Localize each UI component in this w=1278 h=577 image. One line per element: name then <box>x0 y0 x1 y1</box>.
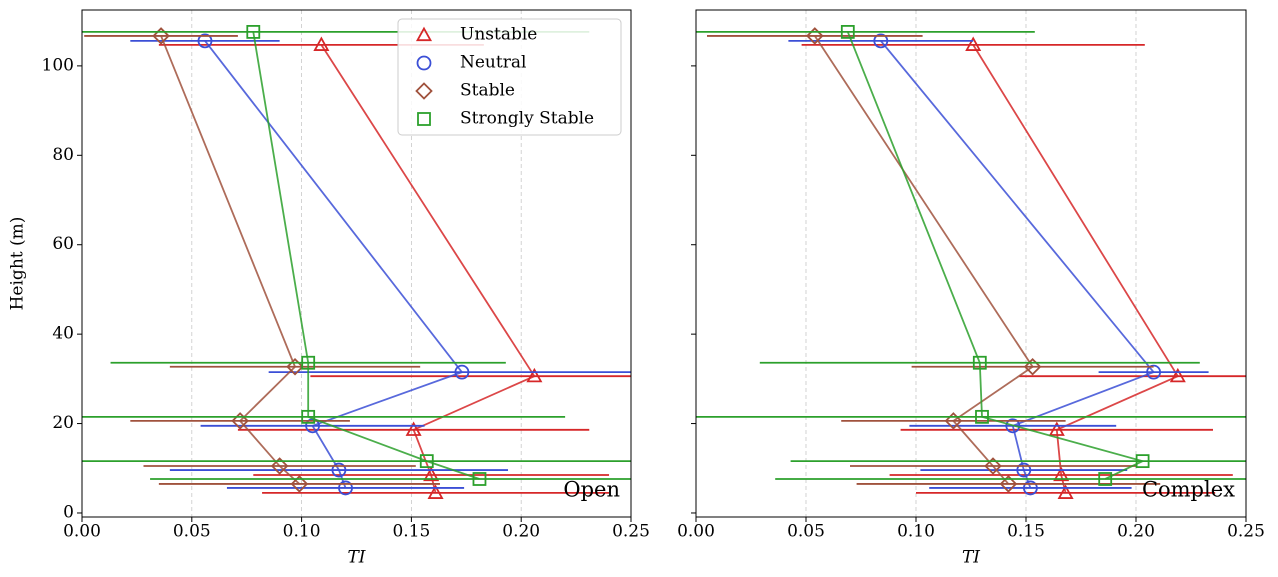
legend-marker <box>416 55 432 71</box>
marker <box>405 421 422 436</box>
marker <box>1016 462 1032 478</box>
x-tick-label: 0.10 <box>283 522 321 542</box>
x-tick-label: 0.15 <box>1007 522 1045 542</box>
marker <box>152 27 170 45</box>
plot: 0.00 0.05 0.10 0.15 0.20 0.25 0 20 40 60 80 100 TI He… <box>8 9 650 568</box>
legend-label: Stable <box>460 81 515 101</box>
y-tick-label: 0 <box>63 502 74 522</box>
y-tick-label: 20 <box>52 413 74 433</box>
x-tick-label: 0.25 <box>612 522 650 542</box>
legend-label: Neutral <box>460 53 526 73</box>
marker <box>331 462 347 478</box>
marker <box>965 36 982 51</box>
legend-box <box>397 18 622 136</box>
marker <box>999 475 1018 493</box>
marker <box>290 475 309 493</box>
marker <box>984 457 1002 475</box>
x-tick-label: 0.00 <box>63 522 101 542</box>
line <box>160 35 301 485</box>
y-axis-label: Height (m) <box>8 217 28 311</box>
marker <box>1048 421 1065 436</box>
y-tick-label: 60 <box>52 234 74 254</box>
x-tick-label: 0.20 <box>502 522 540 542</box>
marker <box>1023 480 1038 496</box>
marker <box>454 364 470 380</box>
legend-marker <box>415 26 433 42</box>
x-tick-label: 0.00 <box>677 522 715 542</box>
legend-label: Strongly Stable <box>460 109 594 129</box>
plot-area <box>696 25 1246 499</box>
line <box>252 31 480 480</box>
marker <box>423 466 440 482</box>
annotation: Open <box>563 478 620 502</box>
legend-marker <box>417 112 431 126</box>
marker <box>1098 472 1113 486</box>
marker <box>231 412 249 430</box>
marker <box>1053 466 1070 482</box>
marker <box>419 454 434 469</box>
x-tick-label: 0.20 <box>1117 522 1155 542</box>
marker <box>472 472 487 486</box>
marker <box>427 484 444 499</box>
marker <box>840 25 855 39</box>
y-tick-label: 100 <box>42 55 74 75</box>
marker <box>944 412 963 430</box>
marker <box>301 409 316 424</box>
marker <box>286 358 304 376</box>
x-tick-label: 0.05 <box>173 522 211 542</box>
x-tick-label: 0.05 <box>787 522 825 542</box>
plot: 0.00 0.05 0.10 0.15 0.20 0.25 TI Complex <box>677 9 1265 568</box>
legend: Unstable Neutral Stable Strongly Stable <box>397 18 622 136</box>
marker <box>1005 418 1021 434</box>
y-tick-label: 40 <box>52 324 74 344</box>
marker <box>197 33 213 49</box>
marker <box>873 33 889 49</box>
marker <box>246 25 261 39</box>
line <box>846 31 1146 480</box>
marker <box>1057 484 1074 499</box>
x-tick-label: 0.10 <box>897 522 935 542</box>
marker <box>338 480 353 496</box>
marker <box>526 367 543 383</box>
annotation: Complex <box>1142 478 1235 502</box>
line <box>814 35 1034 485</box>
legend-label: Unstable <box>460 25 537 45</box>
axis-frame <box>81 9 632 518</box>
marker <box>1146 364 1161 380</box>
legend-marker <box>415 82 433 100</box>
marker <box>1135 454 1150 469</box>
x-axis-label: TI <box>962 548 980 568</box>
marker <box>301 355 316 370</box>
marker <box>806 27 824 45</box>
marker <box>1023 358 1042 376</box>
marker <box>1169 367 1186 383</box>
y-tick-label: 80 <box>52 145 74 165</box>
marker <box>270 457 289 475</box>
axis-frame <box>695 9 1247 518</box>
x-axis-label: TI <box>347 548 365 568</box>
x-tick-label: 0.25 <box>1227 522 1265 542</box>
x-tick-label: 0.15 <box>392 522 430 542</box>
marker <box>972 355 987 370</box>
marker <box>975 409 989 424</box>
marker <box>313 36 330 51</box>
